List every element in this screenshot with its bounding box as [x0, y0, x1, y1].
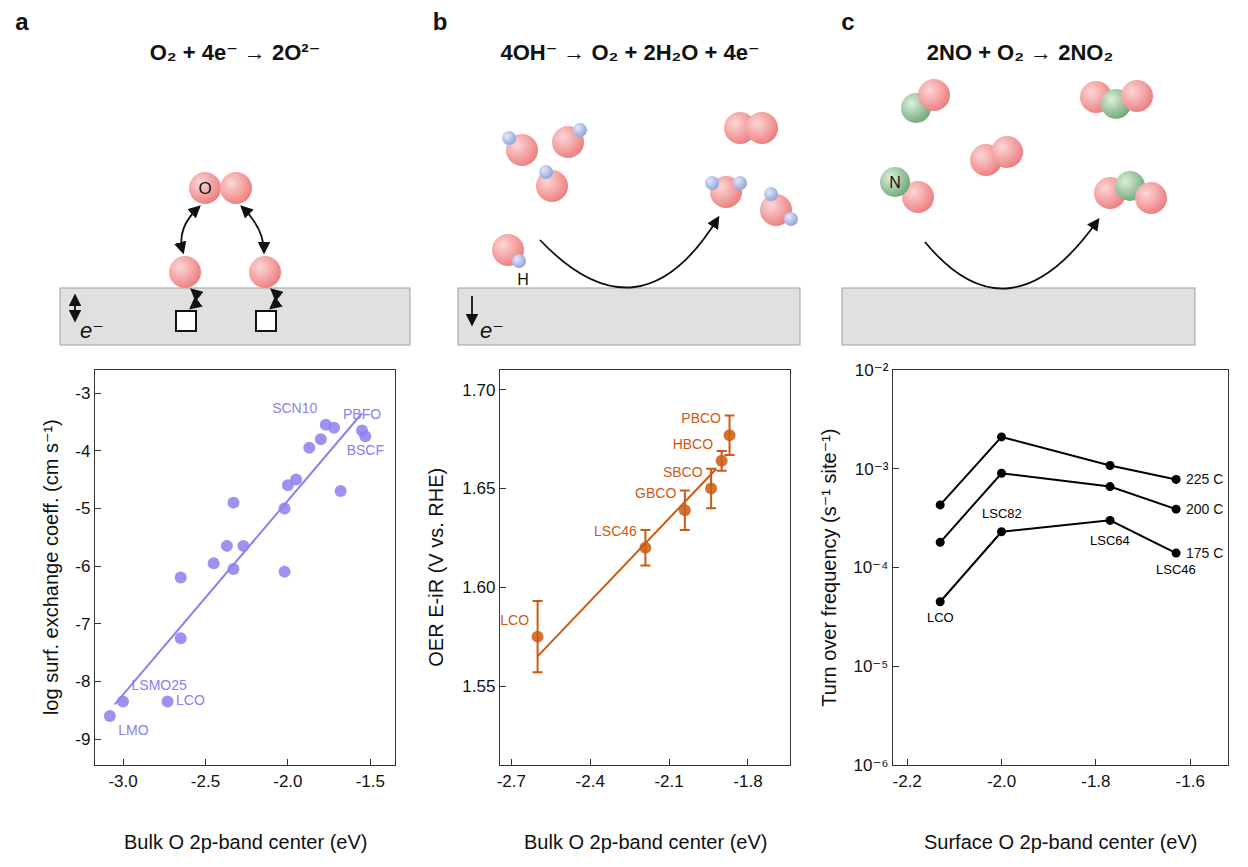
svg-text:-2.0: -2.0	[987, 772, 1016, 791]
svg-text:LSC46: LSC46	[594, 523, 637, 539]
svg-text:-6: -6	[75, 557, 90, 576]
svg-text:2NO + O₂ → 2NO₂: 2NO + O₂ → 2NO₂	[927, 40, 1113, 65]
svg-text:LCO: LCO	[927, 610, 954, 625]
svg-text:b: b	[433, 8, 448, 35]
svg-text:-9: -9	[75, 730, 90, 749]
svg-text:GBCO: GBCO	[635, 485, 676, 501]
svg-text:LSC64: LSC64	[1090, 533, 1130, 548]
svg-text:-2.5: -2.5	[191, 772, 220, 791]
svg-text:SCN10: SCN10	[272, 400, 317, 416]
svg-text:-1.8: -1.8	[1081, 772, 1110, 791]
svg-text:O₂ + 4e⁻ → 2O²⁻: O₂ + 4e⁻ → 2O²⁻	[150, 40, 321, 65]
svg-text:PBFO: PBFO	[343, 406, 381, 422]
svg-text:-3.0: -3.0	[108, 772, 137, 791]
svg-text:a: a	[15, 8, 29, 35]
svg-text:10⁻⁴: 10⁻⁴	[853, 558, 888, 577]
svg-text:-2.4: -2.4	[576, 772, 605, 791]
svg-text:225 C: 225 C	[1186, 471, 1223, 487]
svg-text:Bulk O 2p-band center (eV): Bulk O 2p-band center (eV)	[524, 831, 767, 853]
svg-text:-5: -5	[75, 499, 90, 518]
svg-text:log surf. exchange coeff. (cm: log surf. exchange coeff. (cm s⁻¹)	[40, 419, 62, 715]
svg-text:-2.2: -2.2	[893, 772, 922, 791]
svg-text:SBCO: SBCO	[663, 464, 703, 480]
svg-text:e⁻: e⁻	[80, 318, 104, 343]
svg-text:-1.8: -1.8	[733, 772, 762, 791]
svg-text:200 C: 200 C	[1186, 501, 1223, 517]
svg-text:-3: -3	[75, 384, 90, 403]
svg-text:LCO: LCO	[176, 692, 205, 708]
svg-text:LMO: LMO	[118, 722, 148, 738]
svg-text:10⁻³: 10⁻³	[855, 460, 889, 479]
svg-text:1.70: 1.70	[462, 381, 495, 400]
svg-text:10⁻⁵: 10⁻⁵	[853, 657, 888, 676]
svg-text:PBCO: PBCO	[681, 410, 721, 426]
svg-text:-4: -4	[75, 442, 90, 461]
svg-text:-8: -8	[75, 672, 90, 691]
svg-text:-1.6: -1.6	[1176, 772, 1205, 791]
svg-text:BSCF: BSCF	[347, 442, 384, 458]
svg-text:-1.5: -1.5	[356, 772, 385, 791]
svg-text:10⁻⁶: 10⁻⁶	[854, 756, 889, 775]
svg-text:175 C: 175 C	[1186, 545, 1223, 561]
svg-text:Turn over frequency (s⁻¹ site⁻: Turn over frequency (s⁻¹ site⁻¹)	[818, 428, 840, 706]
svg-text:LSC46: LSC46	[1156, 562, 1196, 577]
svg-text:Surface O 2p-band center (eV): Surface O 2p-band center (eV)	[924, 831, 1197, 853]
svg-text:O: O	[198, 179, 211, 198]
svg-text:e⁻: e⁻	[480, 318, 504, 343]
svg-text:N: N	[889, 174, 901, 191]
svg-text:H: H	[517, 271, 529, 288]
svg-text:LSMO25: LSMO25	[132, 677, 187, 693]
svg-text:-2.7: -2.7	[497, 772, 526, 791]
svg-text:-7: -7	[75, 615, 90, 634]
svg-text:LSC82: LSC82	[982, 506, 1022, 521]
svg-text:1.55: 1.55	[462, 677, 495, 696]
svg-text:1.65: 1.65	[462, 479, 495, 498]
svg-text:HBCO: HBCO	[673, 436, 714, 452]
svg-text:10⁻²: 10⁻²	[855, 361, 889, 380]
svg-text:LCO: LCO	[500, 612, 529, 628]
svg-text:-2.1: -2.1	[654, 772, 683, 791]
svg-text:Bulk O 2p-band center (eV): Bulk O 2p-band center (eV)	[124, 831, 367, 853]
svg-text:-2.0: -2.0	[273, 772, 302, 791]
svg-text:OER E-iR (V vs. RHE): OER E-iR (V vs. RHE)	[425, 468, 447, 667]
svg-text:1.60: 1.60	[462, 578, 495, 597]
svg-text:4OH⁻ → O₂ + 2H₂O + 4e⁻: 4OH⁻ → O₂ + 2H₂O + 4e⁻	[500, 40, 759, 65]
svg-text:c: c	[841, 8, 854, 35]
